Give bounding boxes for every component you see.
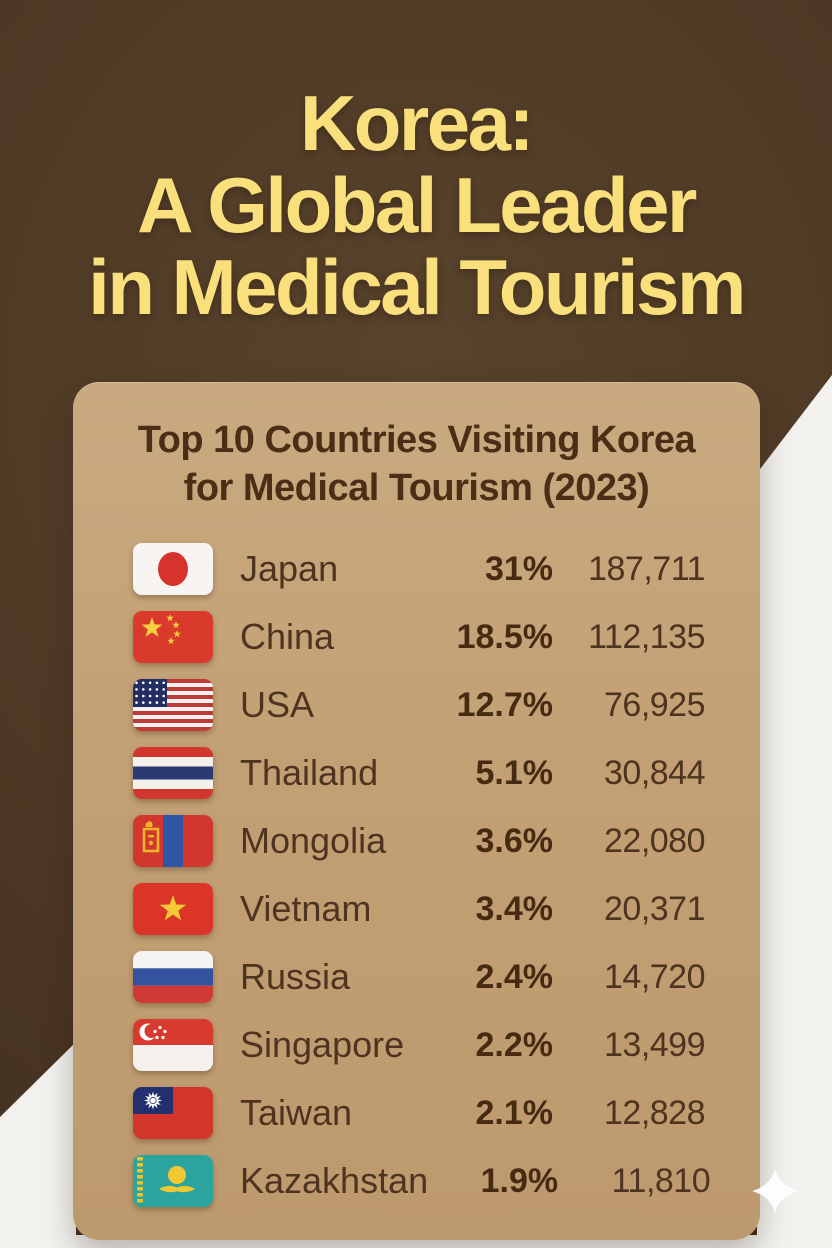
percent-share-value: 12.7% [456,685,553,724]
visitor-count-value: 13,499 [604,1025,706,1064]
percent-share-value: 5.1% [475,753,554,792]
title-line-3: in Medical Tourism [88,243,746,331]
country-name: Singapore [240,1024,405,1065]
country-name: USA [240,684,315,725]
vietnam-flag-icon [133,883,213,935]
percent-share-value: 3.6% [475,821,554,860]
percent-share-value: 2.4% [475,957,554,996]
sparkle-icon [752,1168,798,1214]
table-row: Kazakhstan 1.9% 11,810 [133,1147,711,1215]
table-row: China 18.5% 112,135 [133,603,706,671]
visitor-count-value: 14,720 [604,957,706,996]
country-name: Mongolia [240,820,387,861]
top10-countries-card: Top 10 Countries Visiting Korea for Medic… [73,382,760,1240]
table-row: Thailand 5.1% 30,844 [133,739,706,807]
visitor-count-value: 30,844 [604,753,706,792]
table-row: Russia 2.4% 14,720 [133,943,706,1011]
japan-flag-icon [133,543,213,595]
percent-share-value: 2.1% [475,1093,554,1132]
mongolia-flag-icon [133,815,213,867]
visitor-count-value: 12,828 [604,1093,706,1132]
country-name: Vietnam [240,888,372,929]
page-title: Korea: A Global Leader in Medical Tourism [0,82,832,328]
visitor-count-value: 22,080 [604,821,706,860]
table-row: Japan 31% 187,711 [133,535,706,603]
table-row: Mongolia 3.6% 22,080 [133,807,706,875]
visitor-count-value: 76,925 [604,685,706,724]
country-name: Japan [240,548,339,589]
title-line-1: Korea: [299,79,535,167]
country-name: Russia [240,956,351,997]
country-table: Japan 31% 187,711 China 18.5% 112,135 USA 12.7… [133,535,711,1215]
card-title-line-1: Top 10 Countries Visiting Korea [137,419,696,461]
china-flag-icon [133,611,213,663]
visitor-count-value: 11,810 [611,1161,711,1200]
singapore-flag-icon [133,1019,213,1071]
percent-share-value: 18.5% [456,617,553,656]
country-name: Kazakhstan [240,1160,429,1201]
title-line-2: A Global Leader [137,161,697,249]
visitor-count-value: 112,135 [588,617,705,656]
percent-share-value: 31% [484,549,553,588]
kazakhstan-flag-icon [133,1155,213,1207]
country-name: Thailand [240,752,379,793]
russia-flag-icon [133,951,213,1003]
percent-share-value: 2.2% [475,1025,554,1064]
percent-share-value: 1.9% [480,1161,559,1200]
table-row: Taiwan 2.1% 12,828 [133,1079,706,1147]
thailand-flag-icon [133,747,213,799]
table-row: Vietnam 3.4% 20,371 [133,875,706,943]
card-title-line-2: for Medical Tourism (2023) [183,467,650,509]
table-row: Singapore 2.2% 13,499 [133,1011,706,1079]
card-title: Top 10 Countries Visiting Korea for Medic… [93,416,740,512]
taiwan-flag-icon [133,1087,213,1139]
usa-flag-icon [133,679,213,731]
percent-share-value: 3.4% [475,889,554,928]
table-row: USA 12.7% 76,925 [133,671,706,739]
visitor-count-value: 187,711 [588,549,705,588]
visitor-count-value: 20,371 [604,889,706,928]
country-name: Taiwan [240,1092,353,1133]
country-name: China [240,616,335,657]
